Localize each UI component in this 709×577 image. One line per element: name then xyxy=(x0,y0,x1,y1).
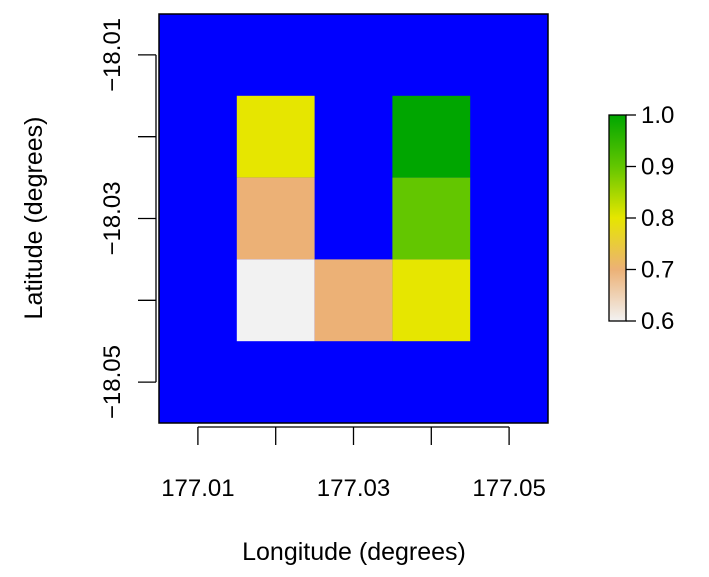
x-tick-label: 177.03 xyxy=(317,475,390,502)
x-axis: 177.01 177.03 177.05 xyxy=(161,426,546,502)
y-tick-label: −18.05 xyxy=(99,345,126,419)
raster-cell xyxy=(236,259,315,342)
y-tick-label: −18.03 xyxy=(99,181,126,255)
plot-border xyxy=(158,13,549,424)
color-legend: 1.0 0.9 0.8 0.7 0.6 xyxy=(608,102,674,335)
legend-tick-label: 0.9 xyxy=(641,154,674,181)
raster-cell xyxy=(392,259,471,342)
plot-area xyxy=(158,13,549,424)
y-axis-label: Latitude (degrees) xyxy=(20,117,48,320)
x-axis-label: Longitude (degrees) xyxy=(242,538,466,566)
raster-cell xyxy=(392,95,471,178)
legend-tick-label: 0.6 xyxy=(641,308,674,335)
legend-tick-label: 0.7 xyxy=(641,257,674,284)
y-tick-label: −18.01 xyxy=(99,18,126,92)
raster-cell xyxy=(236,95,315,178)
x-tick-label: 177.01 xyxy=(161,475,234,502)
legend-tick-label: 0.8 xyxy=(641,205,674,232)
x-tick-label: 177.05 xyxy=(472,475,545,502)
legend-tick-label: 1.0 xyxy=(641,102,674,129)
raster-background xyxy=(159,14,548,423)
raster-cell xyxy=(314,259,393,342)
legend-colorbar xyxy=(609,115,626,321)
y-axis: −18.01 −18.03 −18.05 xyxy=(99,18,157,419)
raster-cell xyxy=(236,177,315,260)
raster-cell xyxy=(392,177,471,260)
